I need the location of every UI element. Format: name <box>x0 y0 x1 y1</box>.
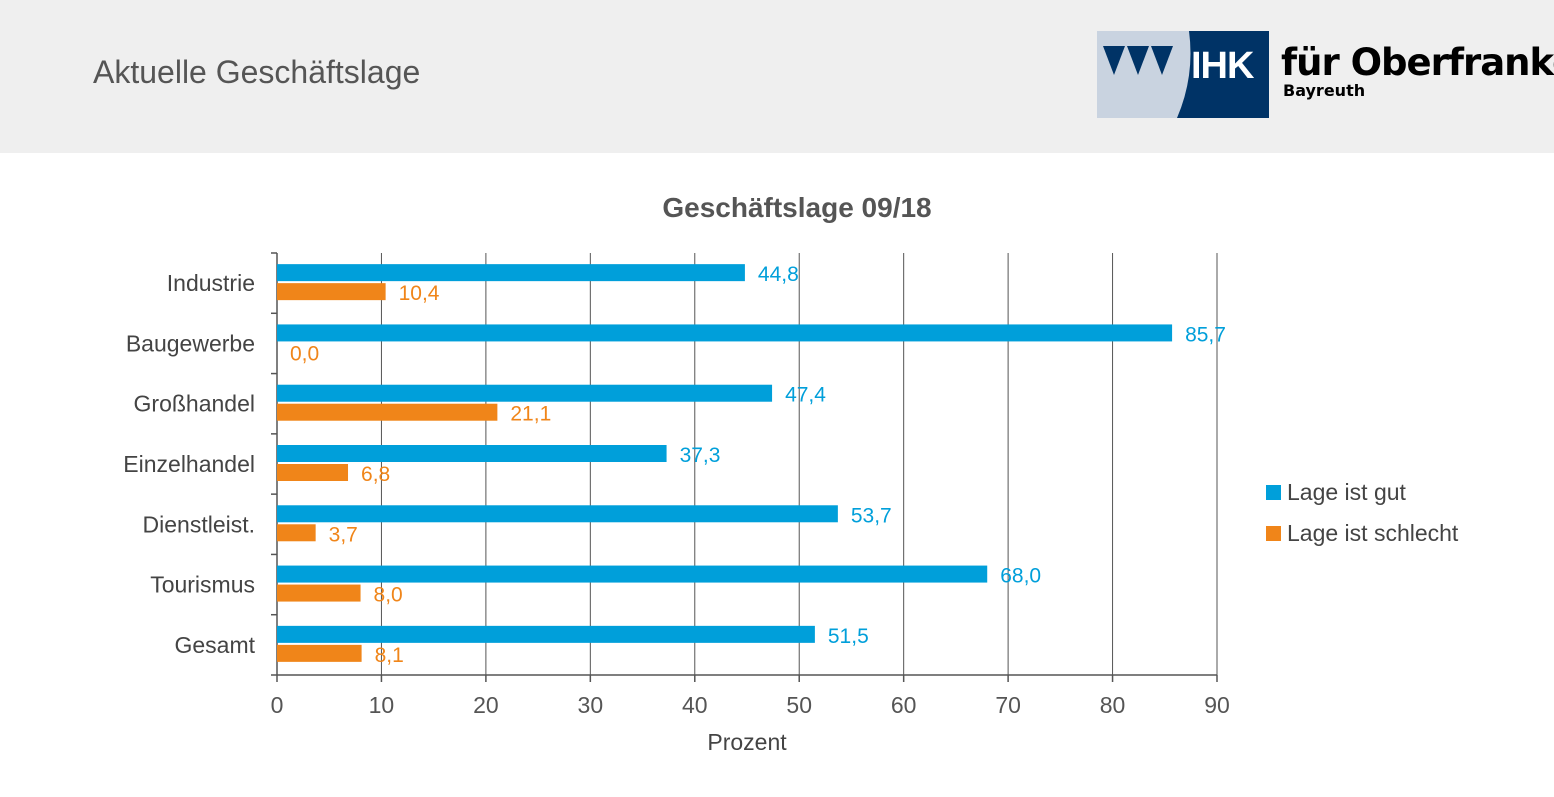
chart-title: Geschäftslage 09/18 <box>662 192 932 223</box>
data-label-schlecht: 3,7 <box>329 523 358 546</box>
bar-gut <box>277 505 838 523</box>
logo-org-name: für Oberfranken <box>1281 41 1554 84</box>
data-label-schlecht: 0,0 <box>290 342 319 365</box>
ihk-logo: IHK für Oberfranken Bayreuth <box>1097 31 1554 119</box>
category-label: Großhandel <box>134 391 255 417</box>
x-tick-label: 60 <box>891 692 917 718</box>
bar-schlecht <box>277 524 316 542</box>
category-label: Baugewerbe <box>126 330 255 356</box>
chart-legend: Lage ist gut Lage ist schlecht <box>1266 472 1458 554</box>
x-tick-label: 80 <box>1100 692 1126 718</box>
category-label: Industrie <box>167 270 255 296</box>
x-tick-label: 10 <box>369 692 395 718</box>
data-label-schlecht: 10,4 <box>399 282 440 305</box>
legend-swatch-schlecht <box>1266 526 1281 541</box>
x-tick-label: 20 <box>473 692 499 718</box>
x-tick-label: 70 <box>995 692 1021 718</box>
category-label: Einzelhandel <box>123 451 255 477</box>
bar-gut <box>277 324 1173 342</box>
data-label-schlecht: 8,1 <box>375 644 404 667</box>
legend-label-schlecht: Lage ist schlecht <box>1287 520 1459 546</box>
bar-gut <box>277 384 773 402</box>
data-label-gut: 51,5 <box>828 625 869 648</box>
category-label: Dienstleist. <box>143 511 255 537</box>
x-tick-label: 0 <box>271 692 284 718</box>
bar-chart: 0 10 20 30 40 50 60 70 80 90 Prozent Industrie Bauge… <box>123 252 1230 755</box>
bar-gut <box>277 565 988 583</box>
x-axis-title: Prozent <box>707 729 787 755</box>
bar-schlecht <box>277 584 361 602</box>
legend-label-gut: Lage ist gut <box>1287 479 1406 505</box>
logo-city: Bayreuth <box>1283 81 1366 100</box>
data-label-gut: 68,0 <box>1000 565 1041 588</box>
data-label-gut: 44,8 <box>758 263 799 286</box>
data-label-schlecht: 6,8 <box>361 463 390 486</box>
bar-schlecht <box>277 403 498 421</box>
legend-swatch-gut <box>1266 485 1281 500</box>
data-label-gut: 85,7 <box>1185 323 1226 346</box>
data-label-gut: 47,4 <box>785 384 826 407</box>
data-label-gut: 37,3 <box>680 444 721 467</box>
bar-gut <box>277 445 667 462</box>
x-tick-label: 50 <box>786 692 812 718</box>
legend-item-gut: Lage ist gut <box>1266 472 1458 513</box>
data-label-gut: 53,7 <box>851 504 892 527</box>
data-label-schlecht: 8,0 <box>374 584 403 607</box>
bar-schlecht <box>277 283 386 301</box>
logo-abbr: IHK <box>1191 45 1254 87</box>
bar-schlecht <box>277 464 349 481</box>
bar-gut <box>277 625 815 643</box>
x-tick-label: 30 <box>578 692 604 718</box>
x-tick-label: 90 <box>1204 692 1230 718</box>
page-title: Aktuelle Geschäftslage <box>93 54 421 90</box>
x-tick-label: 40 <box>682 692 708 718</box>
category-label: Gesamt <box>174 632 255 658</box>
legend-item-schlecht: Lage ist schlecht <box>1266 513 1458 554</box>
data-label-schlecht: 21,1 <box>510 403 551 426</box>
logo-emblem: IHK <box>1097 31 1269 118</box>
bar-schlecht <box>277 644 362 662</box>
bar-gut <box>277 264 745 282</box>
category-label: Tourismus <box>150 572 255 598</box>
header-band: Aktuelle Geschäftslage IHK für Oberfrank… <box>0 0 1554 153</box>
